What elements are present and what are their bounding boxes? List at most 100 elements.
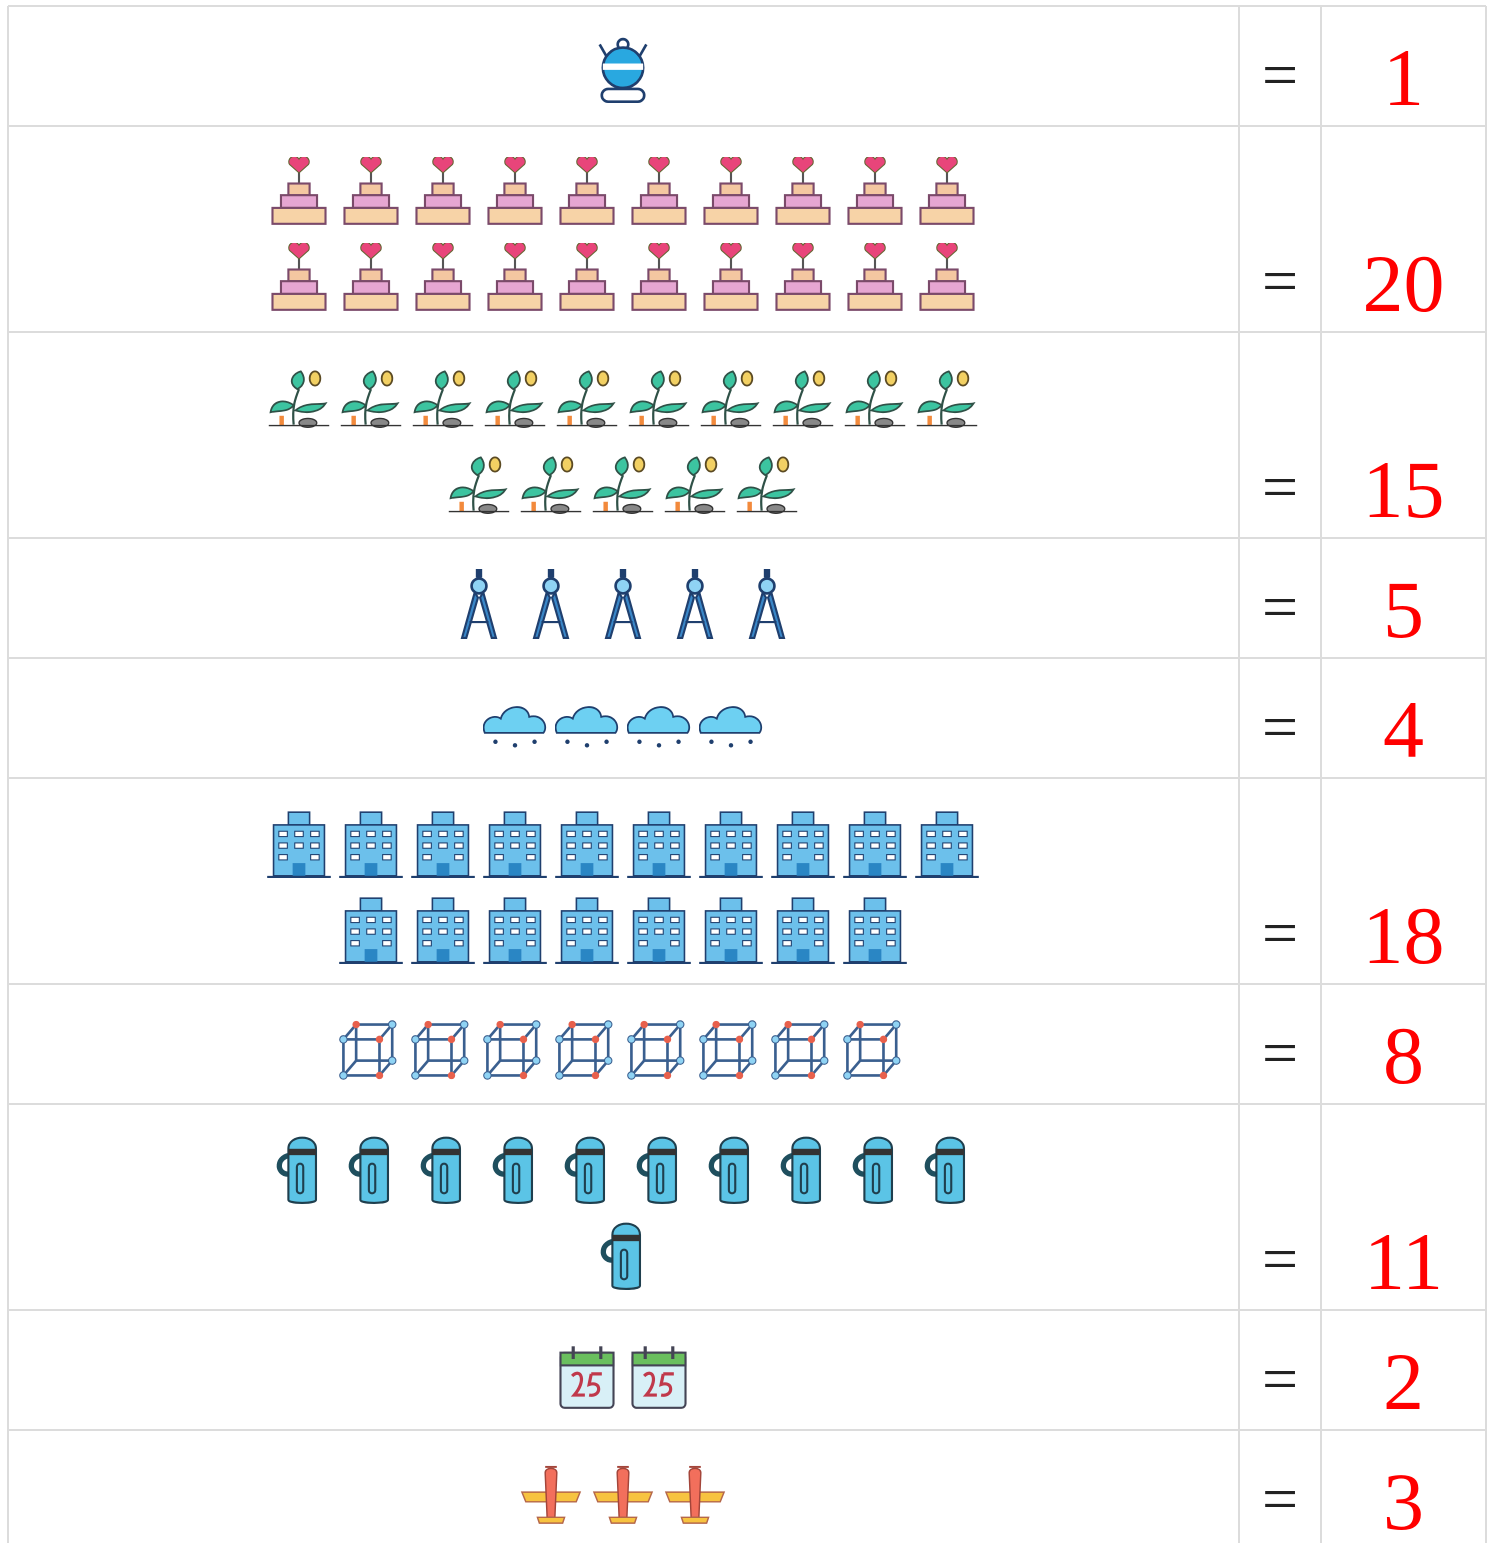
count-icon (844, 1021, 900, 1079)
count-icon (776, 156, 829, 224)
count-icon (632, 156, 685, 224)
equals-sign: = (1262, 1463, 1298, 1534)
count-icon (416, 242, 469, 310)
count-icon (556, 707, 618, 747)
count-icon (560, 242, 613, 310)
count-value: 11 (1364, 1216, 1443, 1307)
count-icon (699, 812, 763, 877)
count-value: 3 (1383, 1456, 1424, 1543)
count-value: 1 (1383, 32, 1424, 123)
page: {"rows": [ {"sign": "=", "value": 1}, {"… (0, 0, 1497, 1543)
count-icon (920, 242, 973, 310)
count-icon (423, 1138, 460, 1203)
count-icon (462, 569, 496, 638)
count-icon (411, 898, 475, 963)
count-icon (594, 1467, 652, 1523)
count-icon (488, 156, 541, 224)
count-icon (628, 1021, 684, 1079)
count-icon (557, 371, 617, 427)
count-icon (700, 1021, 756, 1079)
count-icon (495, 1138, 532, 1203)
count-icon (484, 707, 546, 747)
count-icon (773, 371, 833, 427)
count-icon (449, 457, 509, 513)
count-icon (555, 898, 619, 963)
equals-sign: = (1262, 571, 1298, 642)
count-icon (700, 707, 762, 747)
count-icon (632, 242, 685, 310)
count-value: 8 (1383, 1010, 1424, 1101)
count-icon (560, 156, 613, 224)
count-icon (665, 457, 725, 513)
count-icon (776, 242, 829, 310)
count-icon (855, 1138, 892, 1203)
count-icon (627, 898, 691, 963)
count-icon (606, 569, 640, 638)
count-icon (341, 371, 401, 427)
count-icon (600, 39, 647, 102)
count-icon (699, 898, 763, 963)
count-icon (750, 569, 784, 638)
count-icon (628, 707, 690, 747)
count-icon (339, 812, 403, 877)
count-icon (848, 242, 901, 310)
count-icon (843, 898, 907, 963)
count-icon (593, 457, 653, 513)
count-icon (920, 156, 973, 224)
count-icon (344, 242, 397, 310)
count-icon (488, 242, 541, 310)
count-icon (412, 1021, 468, 1079)
count-icon (666, 1467, 724, 1523)
count-icon (771, 898, 835, 963)
count-icon (771, 812, 835, 877)
count-icon (632, 1346, 685, 1408)
count-icon (627, 812, 691, 877)
count-value: 5 (1383, 564, 1424, 655)
count-icon (917, 371, 977, 427)
count-icon (848, 156, 901, 224)
count-value: 4 (1383, 684, 1424, 775)
count-icon (522, 1467, 580, 1523)
count-icon (521, 457, 581, 513)
count-icon (555, 812, 619, 877)
count-icon (927, 1138, 964, 1203)
count-value: 20 (1363, 238, 1445, 329)
count-icon (678, 569, 712, 638)
count-icon (485, 371, 545, 427)
equals-sign: = (1262, 245, 1298, 316)
count-value: 2 (1383, 1336, 1424, 1427)
count-icon (416, 156, 469, 224)
count-icon (279, 1138, 316, 1203)
count-icon (534, 569, 568, 638)
count-icon (639, 1138, 676, 1203)
equals-sign: = (1262, 897, 1298, 968)
count-value: 15 (1363, 444, 1445, 535)
count-icon (272, 156, 325, 224)
count-icon (567, 1138, 604, 1203)
count-icon (483, 898, 547, 963)
count-icon (772, 1021, 828, 1079)
count-icon (704, 242, 757, 310)
count-icon (351, 1138, 388, 1203)
count-icon (701, 371, 761, 427)
count-icon (629, 371, 689, 427)
count-icon (483, 812, 547, 877)
count-icon (344, 156, 397, 224)
count-icon (845, 371, 905, 427)
count-icon (339, 898, 403, 963)
count-icon (603, 1224, 640, 1289)
count-icon (737, 457, 797, 513)
count-icon (704, 156, 757, 224)
count-icon (711, 1138, 748, 1203)
equals-sign: = (1262, 691, 1298, 762)
equals-sign: = (1262, 39, 1298, 110)
equals-sign: = (1262, 451, 1298, 522)
count-icon (843, 812, 907, 877)
equals-sign: = (1262, 1017, 1298, 1088)
equals-sign: = (1262, 1223, 1298, 1294)
count-icon (413, 371, 473, 427)
count-icon (560, 1346, 613, 1408)
count-icon (915, 812, 979, 877)
count-icon (411, 812, 475, 877)
count-icon (340, 1021, 396, 1079)
